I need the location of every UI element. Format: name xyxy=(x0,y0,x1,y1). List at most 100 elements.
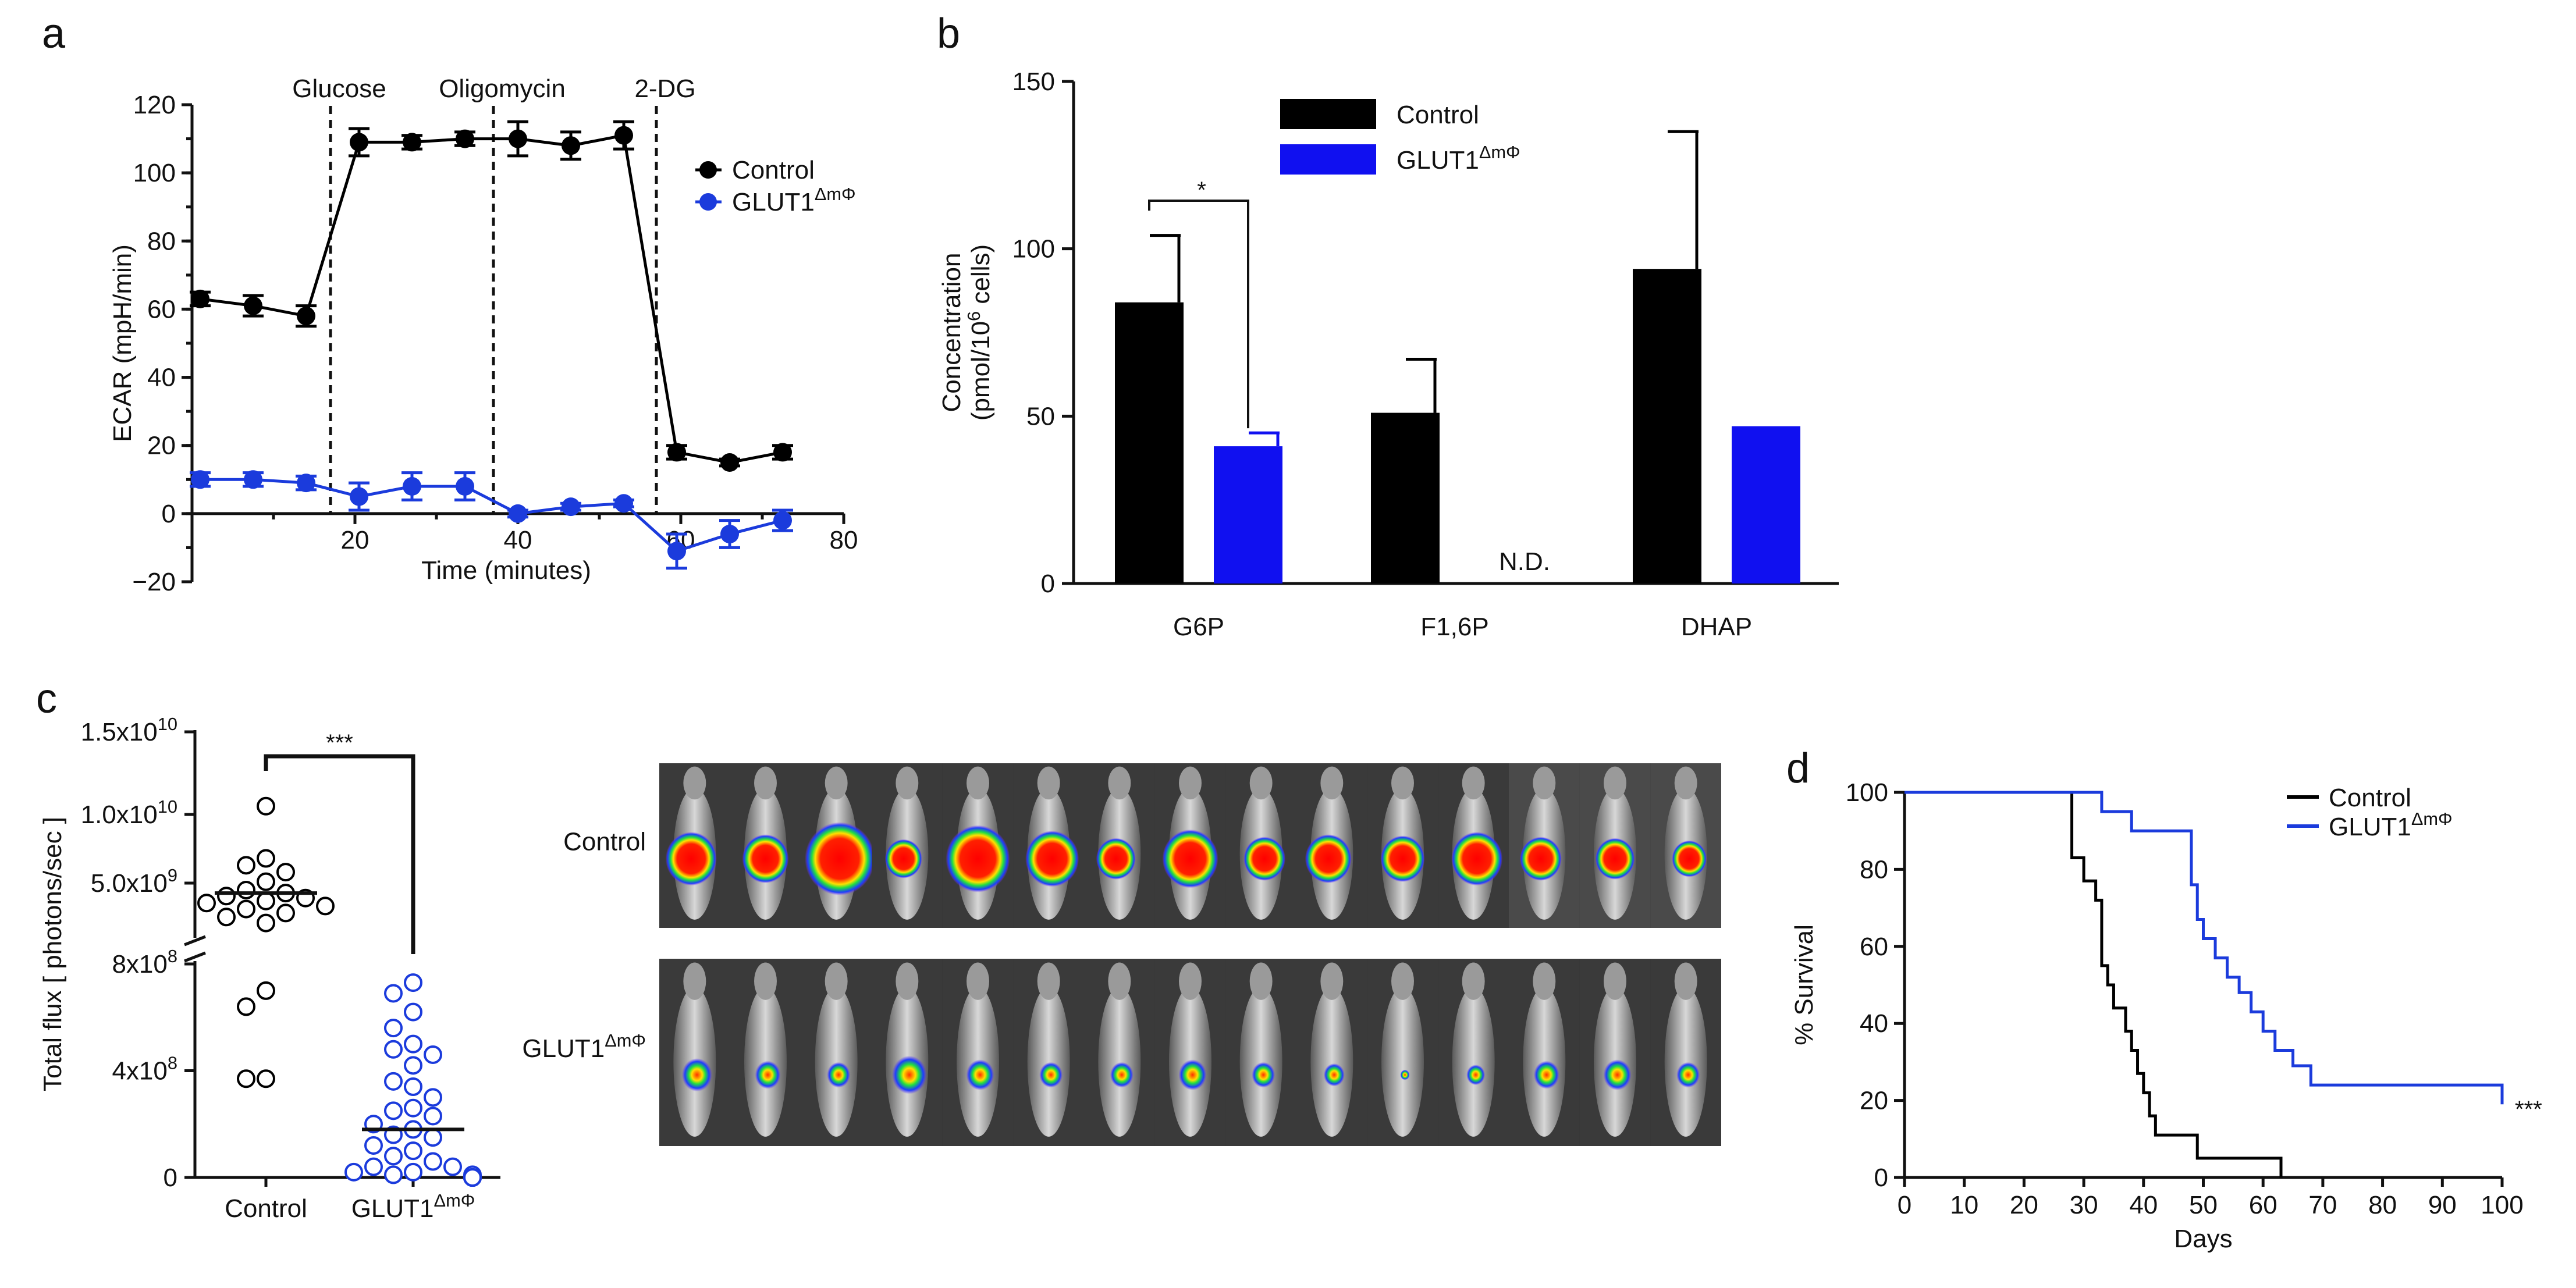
y-tick-label: 20 xyxy=(1860,1087,1888,1115)
y-tick-label: 100 xyxy=(133,159,176,187)
luminescence-signal xyxy=(1672,840,1707,877)
legend-label: Control xyxy=(732,156,815,184)
luminescence-signal xyxy=(1039,1062,1063,1088)
data-point xyxy=(350,487,368,506)
bar xyxy=(1732,426,1800,583)
legend-swatch xyxy=(1280,144,1376,175)
mouse-head xyxy=(896,962,919,1000)
y-tick-label: 60 xyxy=(1860,933,1888,961)
y-tick-label: 120 xyxy=(133,91,176,119)
mouse-body xyxy=(1027,987,1070,1137)
data-point xyxy=(720,453,739,472)
data-point xyxy=(237,856,255,875)
y-tick-label: 80 xyxy=(147,227,176,255)
bar xyxy=(1115,302,1184,583)
y-axis-title-line2: (pmol/106 cells) xyxy=(964,244,995,421)
y-tick-label: 8x108 xyxy=(112,946,177,979)
data-point xyxy=(403,477,421,496)
legend-label: Control xyxy=(2329,784,2411,812)
luminescence-signal xyxy=(1110,1062,1134,1088)
data-point xyxy=(257,872,275,891)
mouse-head xyxy=(1674,766,1697,800)
data-point xyxy=(404,1002,422,1022)
luminescence-signal xyxy=(946,825,1010,892)
mouse-head xyxy=(1320,766,1344,800)
y-tick-label: 40 xyxy=(1860,1009,1888,1038)
data-point xyxy=(350,133,368,152)
panel-c-chart: 0 4x108 8x108 5.0x109 1.0x1010 1.5x1010 Total … xyxy=(38,714,500,1223)
x-tick-label: 50 xyxy=(2189,1191,2218,1219)
luminescence-signal xyxy=(1252,1062,1275,1088)
injection-label: Oligomycin xyxy=(439,74,566,103)
mouse-head xyxy=(1674,962,1697,1000)
data-point xyxy=(404,1034,422,1054)
x-axis-title: Time (minutes) xyxy=(421,556,591,585)
y-tick-label: 150 xyxy=(1012,67,1055,96)
luminescence-signal xyxy=(1162,829,1218,888)
data-point xyxy=(614,126,633,145)
luminescence-signal xyxy=(742,834,789,884)
y-axis-title-line1: Concentration xyxy=(937,253,966,412)
x-tick-label: 20 xyxy=(2010,1191,2038,1219)
mouse-body xyxy=(1098,987,1141,1137)
significance-label: * xyxy=(1197,177,1206,203)
data-point xyxy=(404,1162,422,1182)
y-axis-title: ECAR (mpH/min) xyxy=(108,244,137,442)
y-tick-label: 0 xyxy=(1874,1164,1888,1192)
legend-marker xyxy=(699,161,717,179)
data-point xyxy=(509,129,527,148)
mouse-head xyxy=(683,962,706,1000)
y-axis-title: Total flux [ photons/sec ] xyxy=(38,817,67,1091)
mouse-body xyxy=(1239,987,1282,1137)
x-tick-label: 80 xyxy=(830,526,858,554)
x-tick-label: 90 xyxy=(2428,1191,2457,1219)
data-point xyxy=(257,891,275,910)
data-point xyxy=(197,894,216,913)
axis-break-mark xyxy=(184,951,206,963)
luminescence-signal xyxy=(755,1061,781,1089)
survival-curve-0 xyxy=(1905,791,2283,1177)
data-point xyxy=(237,881,255,899)
data-point xyxy=(297,307,315,326)
mouse-head xyxy=(1391,962,1414,1000)
mouse-head xyxy=(967,766,989,800)
data-point xyxy=(364,1136,383,1155)
injection-label: Glucose xyxy=(292,74,386,103)
y-tick-label: 0 xyxy=(1041,570,1055,598)
data-point xyxy=(384,1040,403,1059)
mouse-head xyxy=(1108,962,1131,1000)
category-label: DHAP xyxy=(1681,613,1752,641)
y-tick-label: 1.5x1010 xyxy=(81,714,177,746)
data-point xyxy=(297,474,315,493)
data-point xyxy=(404,1077,422,1097)
mouse-head xyxy=(1462,962,1485,1000)
data-point xyxy=(257,981,275,1000)
mouse-body xyxy=(1664,987,1707,1137)
y-tick-label: 80 xyxy=(1860,855,1888,884)
mouse-head xyxy=(1604,962,1626,1000)
x-tick-label: 100 xyxy=(2481,1191,2523,1219)
legend-swatch xyxy=(1280,99,1376,129)
data-point xyxy=(403,133,421,152)
data-point xyxy=(276,863,295,882)
x-tick-label: 40 xyxy=(504,526,532,554)
mouse-head xyxy=(1462,766,1485,800)
luminescence-signal xyxy=(884,839,922,878)
survival-curve-1 xyxy=(1905,791,2504,1105)
panel-label-a: a xyxy=(42,10,66,57)
panel-label-c: c xyxy=(36,675,57,722)
y-tick-label: 60 xyxy=(147,295,176,323)
x-axis-title: Days xyxy=(2174,1225,2232,1253)
luminescence-signal xyxy=(1451,831,1503,886)
x-tick-label: 70 xyxy=(2308,1191,2337,1219)
data-point xyxy=(257,849,275,868)
data-point xyxy=(404,1141,422,1161)
data-point xyxy=(384,1019,403,1038)
mouse-head xyxy=(1604,766,1626,800)
mouse-head xyxy=(1037,962,1060,1000)
luminescence-signal xyxy=(1676,1062,1700,1088)
mouse-head xyxy=(1533,766,1556,800)
y-tick-label: 50 xyxy=(1026,402,1055,430)
mouse-head xyxy=(1108,766,1131,800)
luminescence-signal xyxy=(966,1059,994,1091)
